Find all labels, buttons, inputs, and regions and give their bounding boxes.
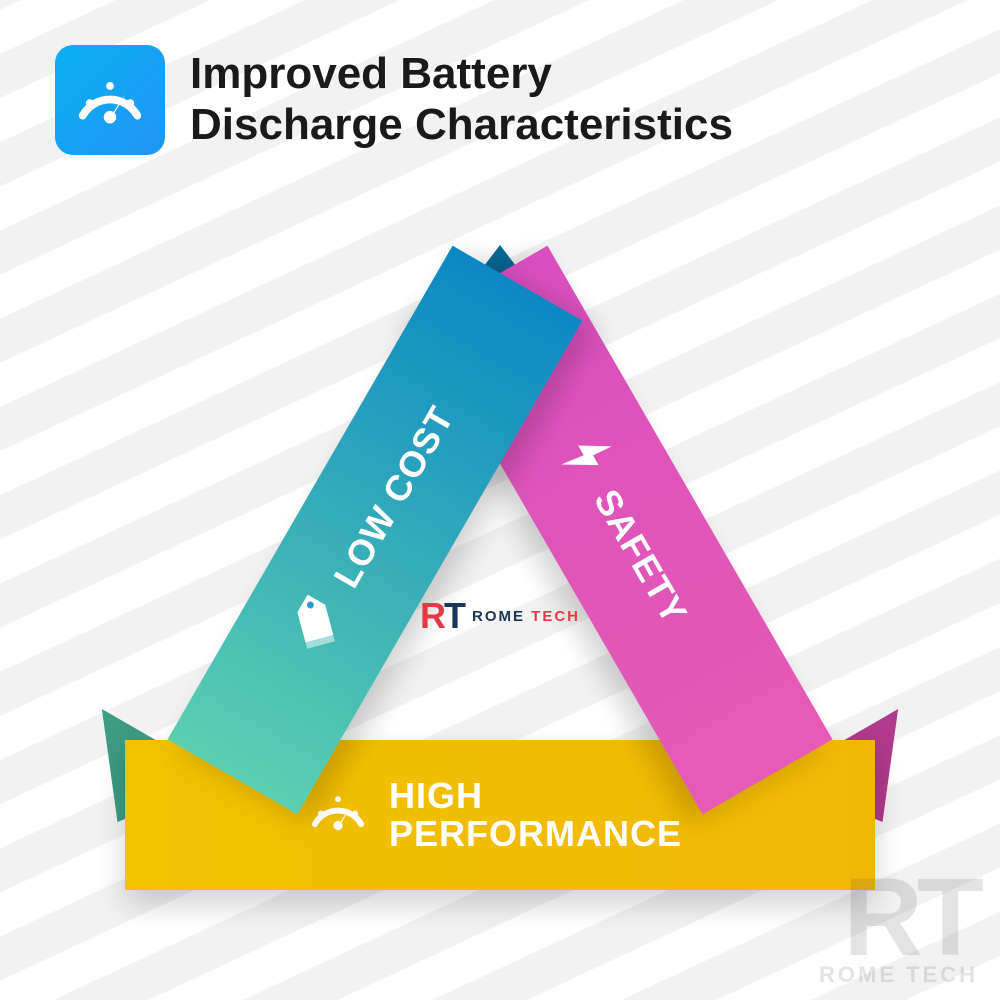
band-left-label: LOW COST	[325, 399, 462, 595]
band-low-cost: LOW COST	[168, 246, 583, 815]
watermark-mark: RT	[819, 874, 978, 962]
gauge-icon	[305, 778, 371, 853]
title-line1: Improved Battery	[190, 49, 733, 100]
triangle-diagram: HIGH PERFORMANCE SAFETY LOW COST RT ROME	[100, 250, 900, 950]
gauge-icon	[55, 45, 165, 155]
lightning-icon	[544, 423, 622, 494]
logo-text: ROME TECH	[472, 608, 580, 625]
band-bottom-label: HIGH PERFORMANCE	[389, 777, 682, 853]
band-right-label: SAFETY	[585, 482, 695, 631]
title-line2: Discharge Characteristics	[190, 100, 733, 151]
center-logo: RT ROME TECH	[420, 595, 580, 637]
watermark-text: ROME TECH	[819, 962, 978, 988]
watermark: RT ROME TECH	[819, 874, 978, 988]
page-title: Improved Battery Discharge Characteristi…	[190, 49, 733, 150]
price-tag-icon	[276, 583, 363, 667]
logo-mark: RT	[420, 595, 464, 637]
header: Improved Battery Discharge Characteristi…	[55, 45, 733, 155]
